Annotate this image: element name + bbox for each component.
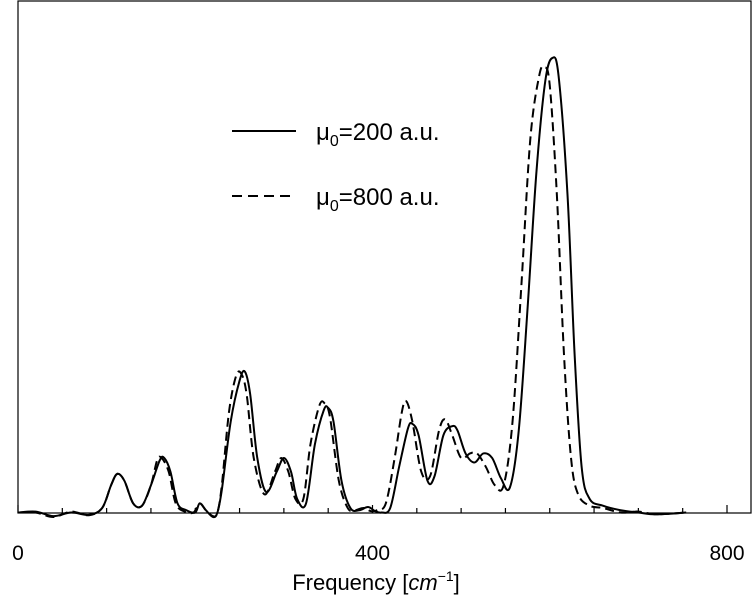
- x-axis-title: Frequency [cm−1]: [292, 568, 460, 595]
- legend: μ0=200 a.u. μ0=800 a.u.: [232, 119, 440, 215]
- x-tick-label: 0: [12, 542, 24, 565]
- x-axis-ticks: [17, 505, 728, 513]
- x-axis-tick-labels: 0 400 800: [12, 542, 744, 565]
- series-lines: [17, 56, 687, 519]
- legend-label-mu0-800: μ0=800 a.u.: [316, 184, 440, 215]
- plot-frame: [17, 0, 752, 514]
- x-tick-label: 800: [709, 542, 744, 565]
- x-tick-label: 400: [355, 542, 390, 565]
- series-line-mu0-200: [17, 56, 687, 519]
- legend-label-mu0-200: μ0=200 a.u.: [316, 119, 440, 150]
- series-line-mu0-800: [17, 65, 687, 519]
